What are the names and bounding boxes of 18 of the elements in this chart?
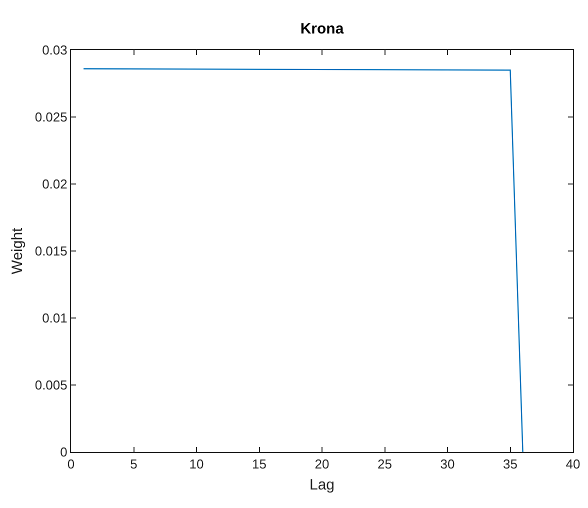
x-tick-label: 5 <box>130 456 138 472</box>
x-tick-label: 30 <box>440 456 455 472</box>
y-tick-label: 0.02 <box>42 176 68 192</box>
x-tick-label: 15 <box>252 456 266 472</box>
x-tick-label: 35 <box>503 456 518 472</box>
y-tick-label: 0 <box>60 444 68 460</box>
x-tick-label: 25 <box>378 456 392 472</box>
y-tick-label: 0.03 <box>42 42 68 58</box>
y-tick-label: 0.005 <box>34 378 68 393</box>
y-axis-title: Weight <box>9 226 26 274</box>
y-tick-label: 0.025 <box>34 110 68 125</box>
x-tick-label: 10 <box>189 456 204 472</box>
y-tick-label: 0.015 <box>34 244 68 259</box>
chart-title: Krona <box>300 20 344 38</box>
x-tick-label: 20 <box>314 456 330 472</box>
y-tick-label: 0.01 <box>42 310 68 326</box>
x-axis-title: Lag <box>309 476 335 494</box>
x-tick-label: 40 <box>566 456 580 472</box>
